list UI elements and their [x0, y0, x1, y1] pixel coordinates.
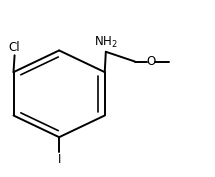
Text: O: O — [146, 55, 156, 68]
Text: NH$_2$: NH$_2$ — [94, 35, 118, 50]
Text: I: I — [57, 153, 61, 166]
Text: Cl: Cl — [9, 41, 20, 55]
